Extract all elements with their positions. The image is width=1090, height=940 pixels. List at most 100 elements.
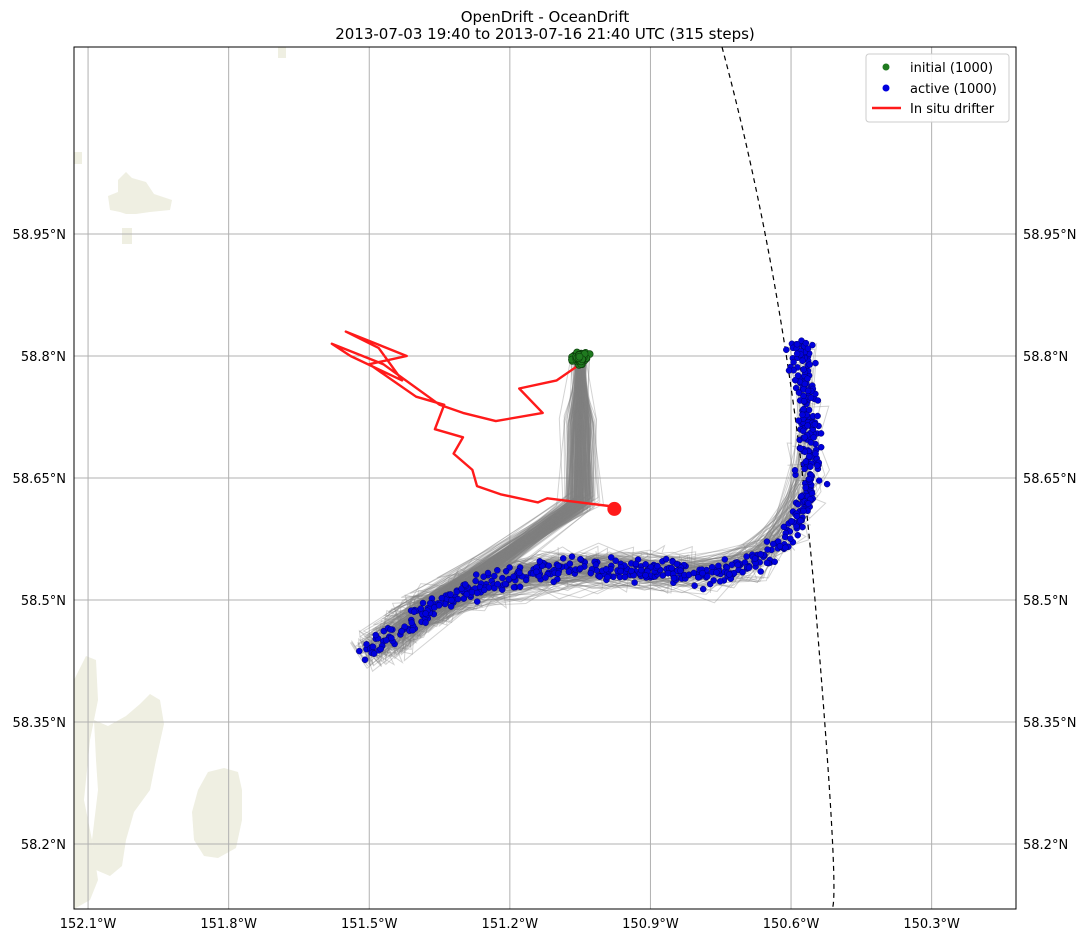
particle-trajectory (417, 353, 791, 607)
x-tick-label: 151.2°W (482, 917, 539, 932)
y-tick-label-left: 58.35°N (13, 716, 66, 731)
legend-drifter-label: In situ drifter (910, 102, 995, 117)
particle-trajectory (381, 359, 587, 625)
active-particle (447, 603, 455, 610)
particle-trajectory (428, 358, 778, 624)
y-tick-label-right: 58.8°N (1023, 350, 1068, 365)
particle-trajectory (372, 356, 584, 658)
active-particle (801, 434, 808, 441)
active-particle (798, 493, 805, 500)
particle-trajectory (366, 356, 588, 646)
active-particle (472, 571, 480, 578)
active-particle (577, 555, 584, 563)
particle-trajectory (395, 358, 610, 631)
active-particle (799, 411, 806, 419)
particle-trajectory (443, 354, 820, 611)
active-particle (806, 361, 813, 368)
active-particle (662, 555, 670, 563)
active-particle (422, 619, 429, 626)
active-particle (410, 608, 418, 616)
active-particle (536, 558, 544, 565)
active-particle (795, 417, 802, 424)
y-tick-label-left: 58.95°N (13, 228, 66, 243)
initial-particles (568, 348, 594, 369)
chart-title: OpenDrift - OceanDrift (461, 8, 630, 26)
particle-trajectory (370, 357, 584, 653)
active-particle (800, 507, 807, 515)
active-particle (802, 484, 809, 491)
active-particle (793, 340, 801, 348)
active-particle (812, 359, 819, 367)
particle-trajectory (413, 356, 752, 613)
active-particle (472, 577, 479, 585)
active-particle (769, 540, 777, 548)
active-particle (576, 565, 584, 572)
active-particle (417, 605, 425, 612)
x-tick-label: 150.9°W (622, 917, 679, 932)
active-particle (785, 367, 793, 374)
active-particle (587, 569, 595, 577)
active-particle (545, 562, 553, 569)
y-axis-ticks-left: 58.95°N 58.8°N 58.65°N 58.5°N 58.35°N 58.2°N (13, 228, 66, 853)
particle-trajectory (410, 356, 697, 626)
active-particle (480, 573, 487, 580)
active-particle (809, 341, 816, 349)
active-particle (802, 458, 810, 465)
active-particle (673, 560, 681, 568)
active-particle (401, 623, 408, 630)
active-particle (716, 578, 724, 585)
x-tick-label: 151.5°W (341, 917, 398, 932)
active-particle (448, 596, 455, 604)
particle-trajectory (440, 356, 812, 620)
land-patch (74, 152, 82, 164)
active-particle (361, 656, 369, 664)
y-tick-label-left: 58.5°N (21, 594, 66, 609)
particle-trajectory (378, 355, 584, 655)
active-particle (797, 445, 804, 452)
active-particle (533, 568, 540, 576)
drifter-end-point (607, 501, 622, 516)
active-particle (799, 427, 807, 435)
land-patch (74, 656, 98, 909)
active-particle (677, 567, 684, 574)
active-particle (728, 561, 736, 569)
active-particle (566, 560, 574, 567)
active-particle (804, 375, 811, 382)
y-tick-label-left: 58.8°N (21, 350, 66, 365)
active-particle (435, 602, 443, 609)
active-particle (510, 584, 518, 591)
particle-trajectory (357, 355, 585, 658)
particle-trajectory (432, 359, 819, 601)
active-particle (602, 565, 610, 573)
active-particle (370, 650, 378, 657)
active-particle (805, 453, 813, 460)
y-tick-label-right: 58.5°N (1023, 594, 1068, 609)
active-particle (559, 555, 567, 562)
particle-trajectory (366, 357, 588, 655)
active-particle (484, 569, 492, 577)
particle-trajectory (415, 356, 701, 631)
active-particle (377, 645, 384, 653)
particle-trajectory (437, 356, 810, 606)
active-particle (592, 561, 600, 568)
active-particle (499, 574, 506, 582)
active-particle (801, 465, 808, 473)
particle-trajectory (369, 357, 584, 651)
active-particle (704, 573, 711, 580)
active-particle (419, 599, 427, 607)
active-particle (480, 586, 488, 594)
particle-trajectory (377, 358, 583, 636)
active-particle (807, 394, 815, 401)
active-particle (408, 619, 415, 626)
active-particle (454, 595, 462, 603)
particle-trajectory (428, 358, 800, 596)
active-particle (780, 523, 788, 531)
active-particle (799, 357, 806, 365)
particle-trajectory (373, 357, 584, 652)
active-particle (817, 430, 825, 437)
active-particle (804, 345, 812, 352)
x-tick-label: 150.6°W (763, 917, 820, 932)
active-particle (628, 567, 635, 575)
active-particle (800, 366, 807, 373)
particle-trajectory (390, 358, 585, 646)
